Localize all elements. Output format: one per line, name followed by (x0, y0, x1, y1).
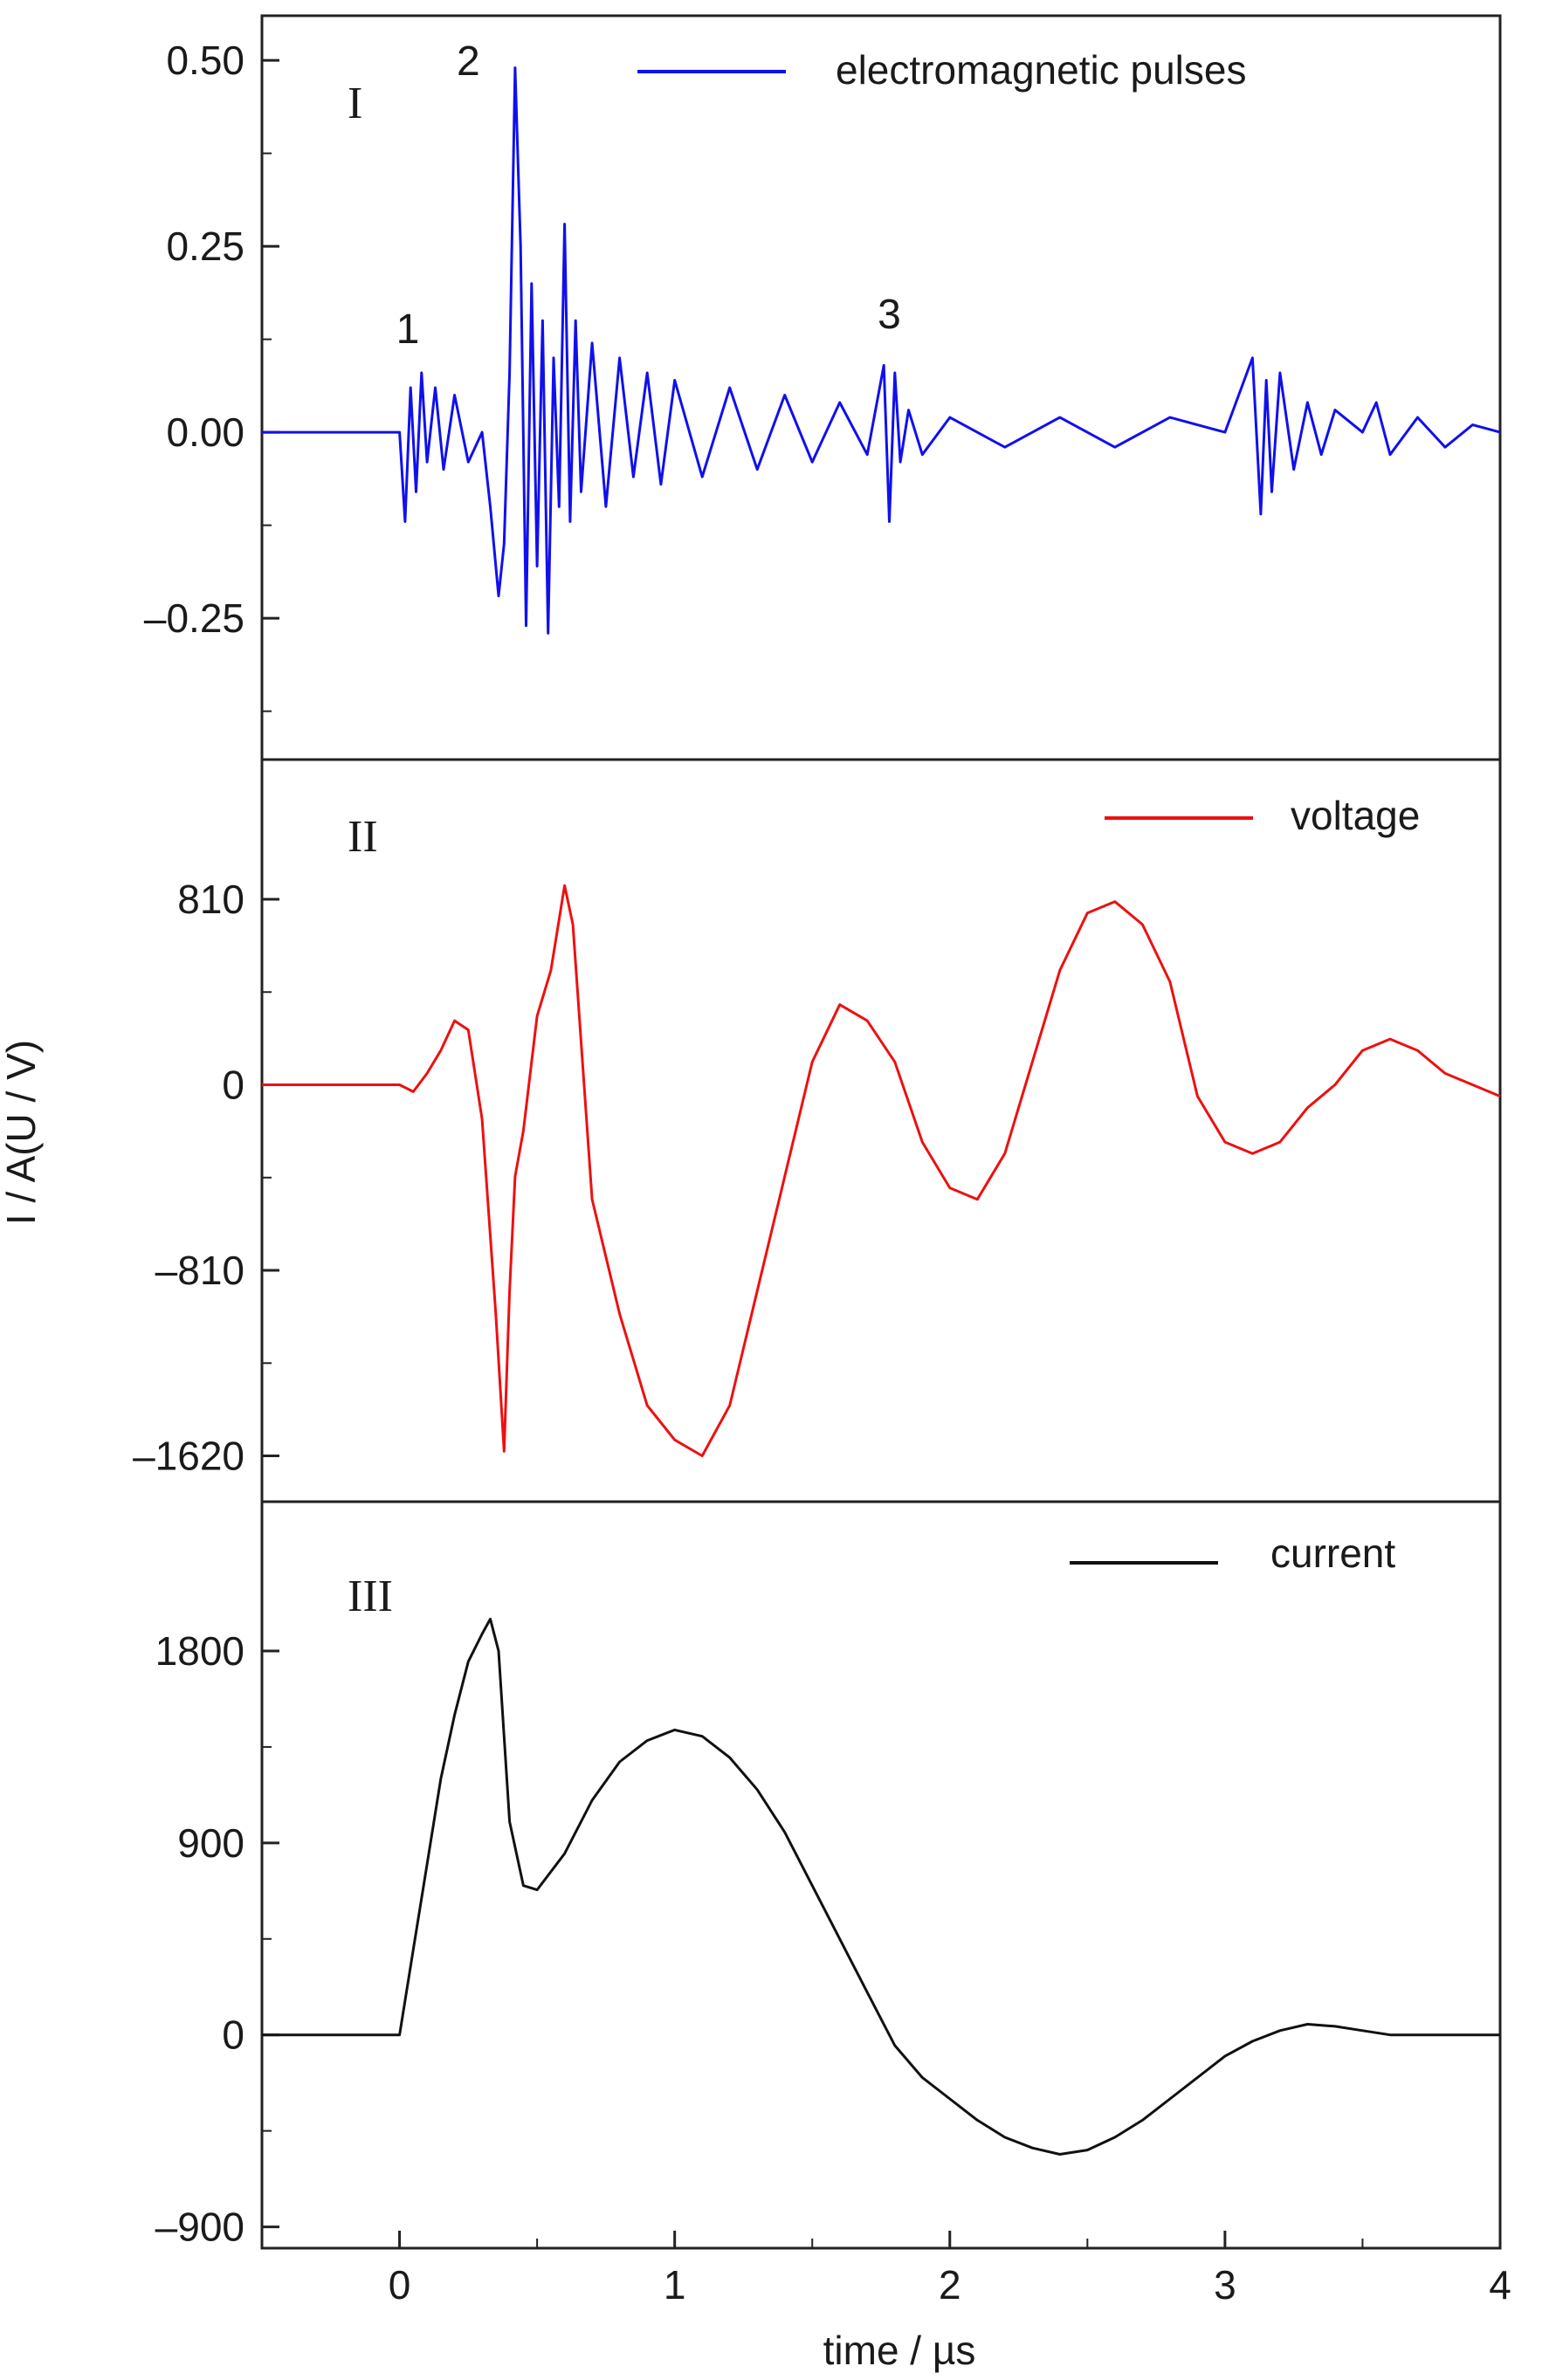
panel-1-y-tick-label: 0.50 (166, 38, 244, 83)
panel-3-frame (260, 1500, 1502, 2250)
panel-1-annotation: 2 (457, 38, 480, 85)
panel-1-annotation: 1 (396, 306, 420, 353)
panel-2-y-tick-label: 0 (222, 1063, 244, 1108)
panel-3-series-line (262, 1617, 1500, 2156)
panel-1-y-tick-label: 0.25 (166, 224, 244, 269)
x-tick-label: 0 (389, 2262, 411, 2308)
x-tick-label: 1 (664, 2262, 686, 2308)
panel-1-label: I (348, 79, 362, 128)
panel-1-frame (260, 14, 1502, 761)
panel-2-frame (260, 758, 1502, 1503)
panel-1-series-line (262, 66, 1501, 635)
panel-3-y-tick-label: 1800 (155, 1628, 244, 1674)
panel-1-annotations: 1 2 3 (396, 38, 901, 353)
y-axis-label: I / A(U / V) (0, 1040, 44, 1225)
x-tick-label: 2 (939, 2262, 961, 2308)
panel-2-y-tick-label: 810 (177, 877, 244, 922)
panel-3-y-tick-label: –900 (155, 2205, 244, 2250)
panel-3-y-tick-label: 900 (177, 1820, 244, 1866)
panel-2-series-line (262, 884, 1501, 1457)
panel-1-y-tick-label: –0.25 (144, 595, 244, 641)
panel-3: 1800 900 0 –900 III current (155, 1500, 1502, 2250)
x-axis-label: time / µs (823, 2328, 976, 2373)
panel-1-y-tick-label: 0.00 (166, 409, 244, 455)
x-tick-label: 4 (1489, 2262, 1511, 2308)
panel-3-label: III (348, 1572, 393, 1621)
panel-1-y-ticks: 0.50 0.25 0.00 –0.25 (144, 38, 279, 712)
x-axis-ticks: 0 1 2 3 4 (261, 2231, 1511, 2308)
x-tick-label: 3 (1214, 2262, 1236, 2308)
panel-1-annotation: 3 (878, 292, 901, 338)
panel-1-legend-text: electromagnetic pulses (836, 47, 1246, 93)
panel-3-legend-text: current (1270, 1530, 1395, 1576)
panel-2-label: II (348, 812, 378, 862)
panel-2: 810 0 –810 –1620 II voltage (133, 758, 1502, 1503)
panel-2-y-ticks: 810 0 –810 –1620 (133, 877, 279, 1479)
panel-2-y-tick-label: –1620 (133, 1434, 244, 1479)
panel-3-y-ticks: 1800 900 0 –900 (155, 1628, 279, 2250)
panel-2-legend-text: voltage (1291, 793, 1420, 838)
panel-3-y-tick-label: 0 (222, 2012, 244, 2058)
panel-2-y-tick-label: –810 (155, 1248, 244, 1293)
panel-1: 0.50 0.25 0.00 –0.25 I electromagnetic puls… (144, 14, 1502, 761)
